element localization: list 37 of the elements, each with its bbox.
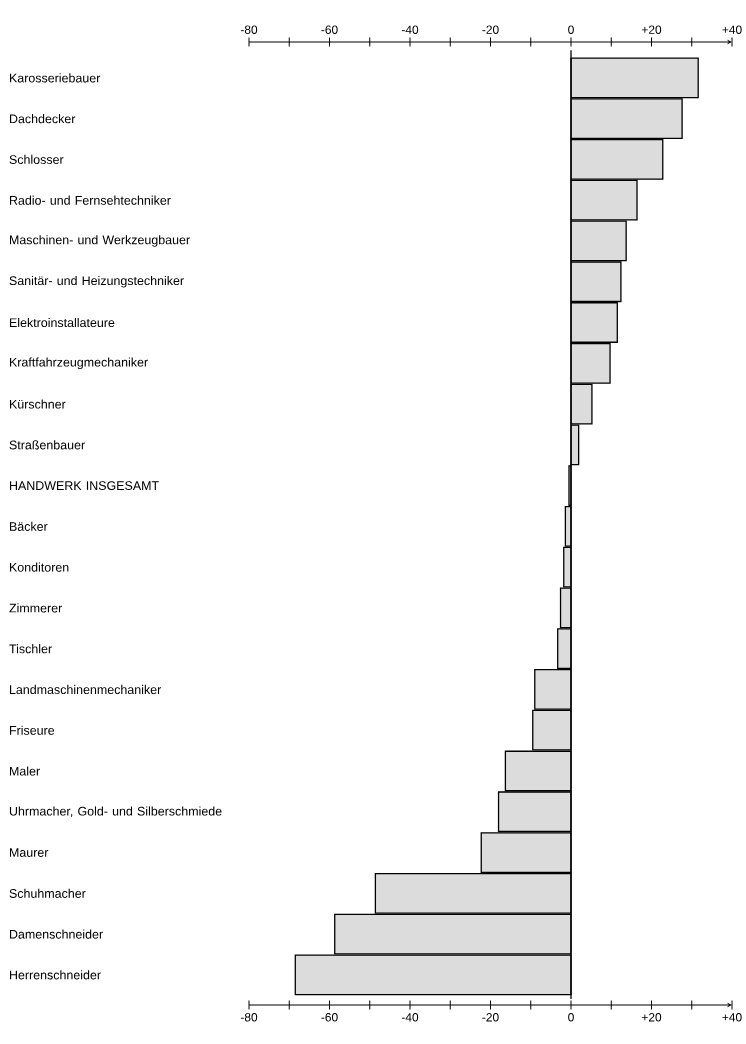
y-tick-label: Maurer — [9, 848, 49, 857]
y-tick-label: Landmaschinenmechaniker — [9, 684, 162, 695]
x-tick-label: -20 — [482, 25, 499, 34]
x2-tick-label: -20 — [482, 1013, 499, 1022]
y-tick-label: Schlosser — [9, 154, 64, 164]
y-tick-label: HANDWERK INSGESAMT — [9, 481, 159, 490]
y-tick-label: Tischler — [9, 644, 52, 654]
x2-tick-label: -40 — [401, 1013, 419, 1022]
x2-tick-label: -60 — [321, 1013, 338, 1022]
x-tick-label: 0 — [568, 25, 574, 34]
y-tick-label: Straßenbauer — [9, 440, 85, 450]
y-tick-label: Friseure — [9, 725, 55, 735]
y-tick-label: Elektroinstallateure — [9, 317, 115, 328]
y-tick-label: Zimmerer — [9, 603, 63, 613]
y-tick-label: Herrenschneider — [9, 970, 101, 980]
y-tick-label: Maschinen- und Werkzeugbauer — [9, 235, 190, 247]
y-tick-label: Sanitär- und Heizungstechniker — [9, 275, 184, 288]
x2-tick-label: -80 — [240, 1013, 258, 1022]
y-tick-label: Damenschneider — [9, 929, 103, 939]
y-tick-label: Uhrmacher, Gold- und Silberschmiede — [9, 806, 222, 818]
x-tick-label: -80 — [240, 25, 258, 34]
y-tick-label: Konditoren — [9, 562, 69, 572]
x2-tick-label: +40 — [722, 1013, 742, 1022]
x-tick-label: +20 — [641, 25, 662, 34]
y-tick-label: Bäcker — [9, 521, 48, 531]
y-tick-label: Dachdecker — [9, 114, 76, 124]
x-tick-label: -40 — [401, 25, 419, 34]
y-tick-label: Maler — [9, 766, 40, 776]
y-tick-label: Schuhmacher — [9, 888, 86, 898]
y-tick-label: Kürschner — [9, 399, 66, 409]
x2-tick-label: 0 — [568, 1013, 574, 1022]
y-tick-label: Kraftfahrzeugmechaniker — [9, 357, 148, 370]
x-tick-label: -60 — [321, 25, 338, 34]
x-tick-label: +40 — [722, 25, 742, 34]
y-tick-label: Radio- und Fernsehtechniker — [9, 195, 171, 205]
x2-tick-label: +20 — [641, 1013, 662, 1022]
y-tick-label: Karosseriebauer — [9, 73, 101, 83]
